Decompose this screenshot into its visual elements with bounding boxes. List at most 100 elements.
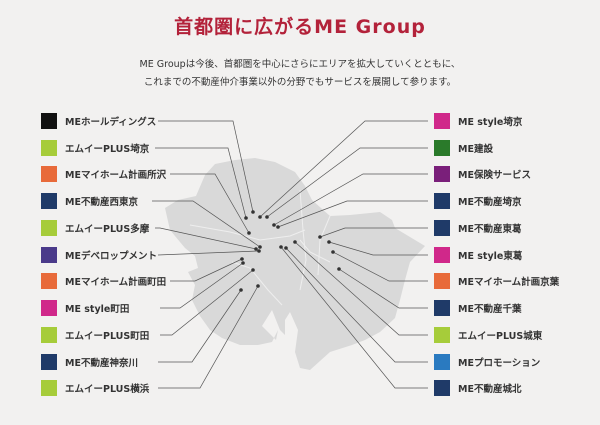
description-line-1: ME Groupは今後、首都圏を中心にさらにエリアを拡大していくとともに、: [139, 59, 461, 70]
leader-line: [319, 227, 428, 238]
leader-line: [285, 247, 428, 363]
company-item[interactable]: ME不動産城北: [434, 380, 521, 396]
me-fudosan-logo-icon: [434, 380, 450, 396]
company-item[interactable]: MEホールディングス: [41, 113, 156, 129]
company-label: ME不動産千葉: [458, 304, 522, 315]
location-dot: [327, 240, 331, 244]
company-label: ME style東葛: [458, 251, 523, 262]
company-item[interactable]: ME style町田: [41, 300, 129, 316]
company-label: ME style埼京: [458, 117, 523, 128]
leader-line: [280, 246, 428, 389]
leader-line: [158, 285, 259, 389]
company-label: MEマイホーム計画町田: [65, 277, 167, 288]
company-item[interactable]: ME不動産東葛: [434, 220, 521, 236]
me-hoken-logo-icon: [434, 166, 450, 182]
company-label: ME style町田: [65, 304, 130, 315]
company-item[interactable]: MEマイホーム計画京葉: [434, 273, 559, 289]
me-holdings-logo-icon: [41, 113, 57, 129]
leader-line: [155, 147, 247, 219]
leader-line: [160, 269, 254, 336]
company-label: MEデベロップメント: [65, 251, 157, 262]
description-line-2: これまでの不動産仲介事業以外の分野でもサービスを展開して参ります。: [143, 77, 457, 88]
me-fudosan-logo-icon: [41, 193, 57, 209]
company-label: MEホールディングス: [65, 117, 157, 128]
company-item[interactable]: MEマイホーム計画所沢: [41, 166, 166, 182]
company-label: エムイーPLUS横浜: [65, 384, 150, 395]
leader-line: [266, 147, 428, 218]
location-dot: [318, 235, 322, 239]
leader-line: [259, 120, 428, 218]
location-dot: [244, 216, 248, 220]
company-item[interactable]: ME保険サービス: [434, 166, 531, 182]
company-label: エムイーPLUS埼京: [65, 144, 150, 155]
location-dot: [284, 246, 288, 250]
me-plus-logo-icon: [41, 220, 57, 236]
company-label: エムイーPLUS町田: [65, 331, 150, 342]
location-dot: [254, 247, 258, 251]
leader-line: [170, 258, 243, 282]
location-dot: [279, 245, 283, 249]
company-item[interactable]: ME不動産千葉: [434, 300, 521, 316]
me-plus-logo-icon: [41, 140, 57, 156]
company-label: MEプロモーション: [458, 358, 541, 369]
company-label: ME不動産城北: [458, 384, 522, 395]
leader-line: [158, 289, 242, 363]
me-fudosan-logo-icon: [41, 354, 57, 370]
leader-line: [170, 173, 250, 234]
company-item[interactable]: エムイーPLUS多摩: [41, 220, 149, 236]
location-dot: [331, 250, 335, 254]
leader-line: [294, 241, 428, 336]
me-style-logo-icon: [41, 300, 57, 316]
me-style-logo-icon: [434, 113, 450, 129]
me-plus-logo-icon: [41, 327, 57, 343]
company-label: ME不動産西東京: [65, 197, 138, 208]
company-item[interactable]: ME style東葛: [434, 247, 522, 263]
leader-line: [155, 227, 257, 250]
leader-line: [277, 200, 428, 228]
leader-line: [332, 251, 428, 282]
me-plus-logo-icon: [41, 380, 57, 396]
location-dot: [337, 267, 341, 271]
me-promotion-logo-icon: [434, 354, 450, 370]
my-home-logo-icon: [41, 166, 57, 182]
me-kensetsu-logo-icon: [434, 140, 450, 156]
location-dot: [272, 223, 276, 227]
my-home-logo-icon: [41, 273, 57, 289]
map-borders: [189, 189, 331, 306]
location-dot: [258, 215, 262, 219]
company-item[interactable]: ME不動産神奈川: [41, 354, 138, 370]
company-item[interactable]: エムイーPLUS町田: [41, 327, 149, 343]
company-item[interactable]: ME不動産埼京: [434, 193, 521, 209]
company-item[interactable]: エムイーPLUS城東: [434, 327, 542, 343]
company-item[interactable]: エムイーPLUS横浜: [41, 380, 149, 396]
leader-line: [160, 262, 244, 309]
company-item[interactable]: MEマイホーム計画町田: [41, 273, 166, 289]
company-item[interactable]: エムイーPLUS埼京: [41, 140, 149, 156]
me-development-logo-icon: [41, 247, 57, 263]
me-fudosan-logo-icon: [434, 193, 450, 209]
company-item[interactable]: MEデベロップメント: [41, 247, 157, 263]
me-plus-logo-icon: [434, 327, 450, 343]
location-dot: [251, 268, 255, 272]
company-label: エムイーPLUS城東: [458, 331, 543, 342]
company-item[interactable]: ME不動産西東京: [41, 193, 138, 209]
company-item[interactable]: ME style埼京: [434, 113, 522, 129]
leader-line: [273, 173, 428, 226]
company-item[interactable]: MEプロモーション: [434, 354, 540, 370]
leader-line: [157, 250, 260, 256]
company-label: ME建設: [458, 144, 493, 155]
location-dot: [258, 245, 262, 249]
company-label: ME保険サービス: [458, 170, 531, 181]
me-style-logo-icon: [434, 247, 450, 263]
location-dot: [247, 231, 251, 235]
page-title: 首都圏に広がるME Group: [174, 16, 426, 38]
location-dot: [239, 288, 243, 292]
company-item[interactable]: ME建設: [434, 140, 493, 156]
company-label: エムイーPLUS多摩: [65, 224, 150, 235]
company-label: MEマイホーム計画京葉: [458, 277, 560, 288]
leader-line: [158, 120, 254, 213]
company-label: ME不動産東葛: [458, 224, 522, 235]
location-dot: [240, 257, 244, 261]
company-label: ME不動産埼京: [458, 197, 522, 208]
